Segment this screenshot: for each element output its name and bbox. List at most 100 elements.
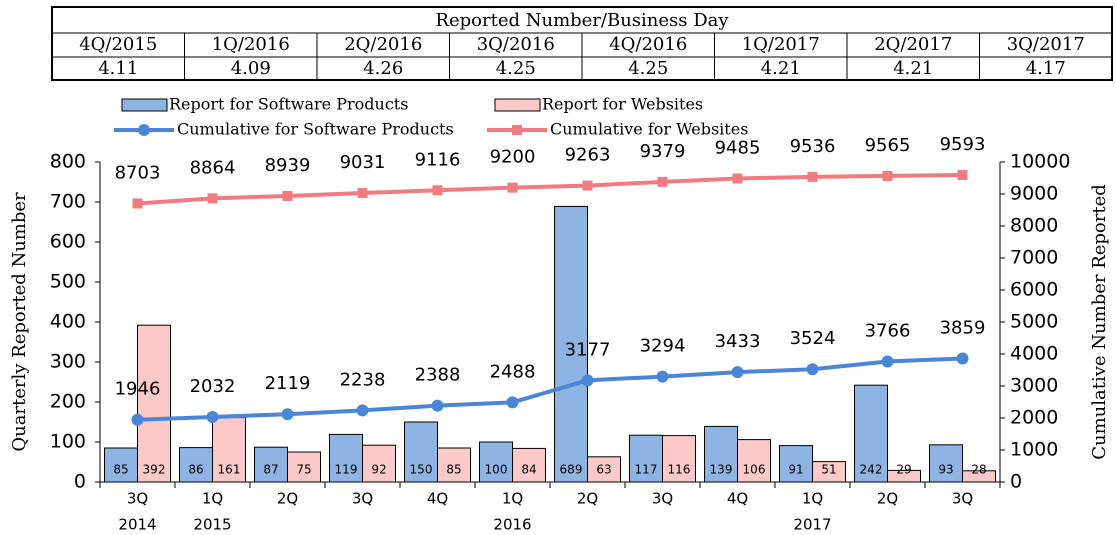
y2-tick-label: 0 xyxy=(1010,471,1022,493)
table-header: 1Q/2017 xyxy=(742,34,820,55)
table-cell: 4.25 xyxy=(628,58,668,79)
bar xyxy=(587,456,621,483)
bar xyxy=(812,461,846,483)
table-header: 2Q/2017 xyxy=(874,34,952,55)
bar-value-label: 29 xyxy=(896,463,911,477)
y-tick-label: 700 xyxy=(50,191,86,213)
table-title: Reported Number/Business Day xyxy=(435,10,729,31)
bar-value-label: 119 xyxy=(335,463,358,477)
legend-swatch xyxy=(494,98,541,112)
bar xyxy=(629,434,663,483)
line-value-label: 9593 xyxy=(940,134,986,155)
x-year-label: 2015 xyxy=(193,516,231,534)
line-marker xyxy=(506,396,519,409)
legend-marker xyxy=(512,125,522,135)
line-value-label: 9565 xyxy=(865,135,911,156)
table-cell: 4.21 xyxy=(761,58,801,79)
x-tick-label: 3Q xyxy=(127,490,148,508)
bar xyxy=(704,425,738,483)
y2-tick-label: 5000 xyxy=(1010,311,1058,333)
line-marker xyxy=(957,170,968,181)
bar xyxy=(929,444,963,483)
x-tick-label: 1Q xyxy=(502,490,523,508)
legend-label: Report for Websites xyxy=(542,95,703,114)
x-year-label: 2014 xyxy=(118,516,156,534)
line-value-label: 9031 xyxy=(340,152,386,173)
bar xyxy=(137,324,171,483)
bar xyxy=(104,447,138,483)
bar xyxy=(212,417,246,483)
y-axis-label: Quarterly Reported Number xyxy=(9,192,30,452)
bar-value-label: 84 xyxy=(521,463,536,477)
y2-tick-label: 9000 xyxy=(1010,183,1058,205)
line-value-label: 8703 xyxy=(115,163,161,184)
line-value-label: 9379 xyxy=(640,141,686,162)
bar xyxy=(437,447,471,483)
line-value-label: 3433 xyxy=(715,331,761,352)
bar-value-label: 93 xyxy=(938,463,953,477)
x-tick-label: 1Q xyxy=(202,490,223,508)
line-marker xyxy=(581,374,594,387)
bar xyxy=(179,447,213,483)
line-value-label: 3524 xyxy=(790,328,836,349)
y2-tick-label: 4000 xyxy=(1010,343,1058,365)
x-tick-label: 3Q xyxy=(952,490,973,508)
line-marker xyxy=(956,352,969,365)
table-cell: 4.25 xyxy=(496,58,536,79)
bar xyxy=(737,439,771,483)
bar-value-label: 242 xyxy=(860,463,883,477)
line-marker xyxy=(206,410,219,423)
table-cell: 4.21 xyxy=(893,58,933,79)
line-marker xyxy=(281,408,294,421)
y2-tick-label: 7000 xyxy=(1010,247,1058,269)
bar-value-label: 51 xyxy=(821,463,836,477)
bar-value-label: 150 xyxy=(410,463,433,477)
bar-value-label: 392 xyxy=(143,463,166,477)
y-tick-label: 500 xyxy=(50,271,86,293)
bar-value-label: 63 xyxy=(596,463,611,477)
line-marker xyxy=(356,404,369,417)
y2-tick-label: 3000 xyxy=(1010,375,1058,397)
table-cell: 4.09 xyxy=(231,58,271,79)
line-value-label: 3294 xyxy=(640,336,686,357)
bar xyxy=(287,451,321,483)
x-tick-label: 3Q xyxy=(352,490,373,508)
legend-swatch xyxy=(121,98,168,112)
bar-value-label: 85 xyxy=(446,463,461,477)
x-year-label: 2017 xyxy=(793,516,831,534)
table-header: 2Q/2016 xyxy=(344,34,422,55)
y-tick-label: 100 xyxy=(50,431,86,453)
line-marker xyxy=(431,399,444,412)
legend-marker xyxy=(138,124,150,136)
line-marker xyxy=(732,173,743,184)
y-tick-label: 300 xyxy=(50,351,86,373)
bar-value-label: 116 xyxy=(668,463,691,477)
legend-label: Cumulative for Software Products xyxy=(177,120,454,139)
line-value-label: 9536 xyxy=(790,136,836,157)
bar xyxy=(329,433,363,483)
line-value-label: 3859 xyxy=(940,318,986,339)
line-value-label: 3177 xyxy=(565,339,611,360)
legend-label: Report for Software Products xyxy=(169,95,408,114)
line xyxy=(137,356,963,422)
line-marker xyxy=(806,363,819,376)
line-value-label: 2238 xyxy=(340,369,386,390)
line-value-label: 9263 xyxy=(565,145,611,166)
table-cell: 4.17 xyxy=(1026,58,1066,79)
line-value-label: 8939 xyxy=(265,155,311,176)
y2-tick-label: 1000 xyxy=(1010,439,1058,461)
line-value-label: 9116 xyxy=(415,149,461,170)
x-tick-label: 4Q xyxy=(727,490,748,508)
line-marker xyxy=(731,366,744,379)
bar xyxy=(362,444,396,483)
table-header: 1Q/2016 xyxy=(212,34,290,55)
x-tick-label: 3Q xyxy=(652,490,673,508)
bar xyxy=(554,205,588,483)
bar-value-label: 689 xyxy=(560,463,583,477)
y2-axis-label: Cumulative Number Reported xyxy=(1089,184,1110,460)
y-tick-label: 200 xyxy=(50,391,86,413)
line-marker xyxy=(807,171,818,182)
bar xyxy=(512,447,546,483)
table-cell: 4.26 xyxy=(363,58,403,79)
